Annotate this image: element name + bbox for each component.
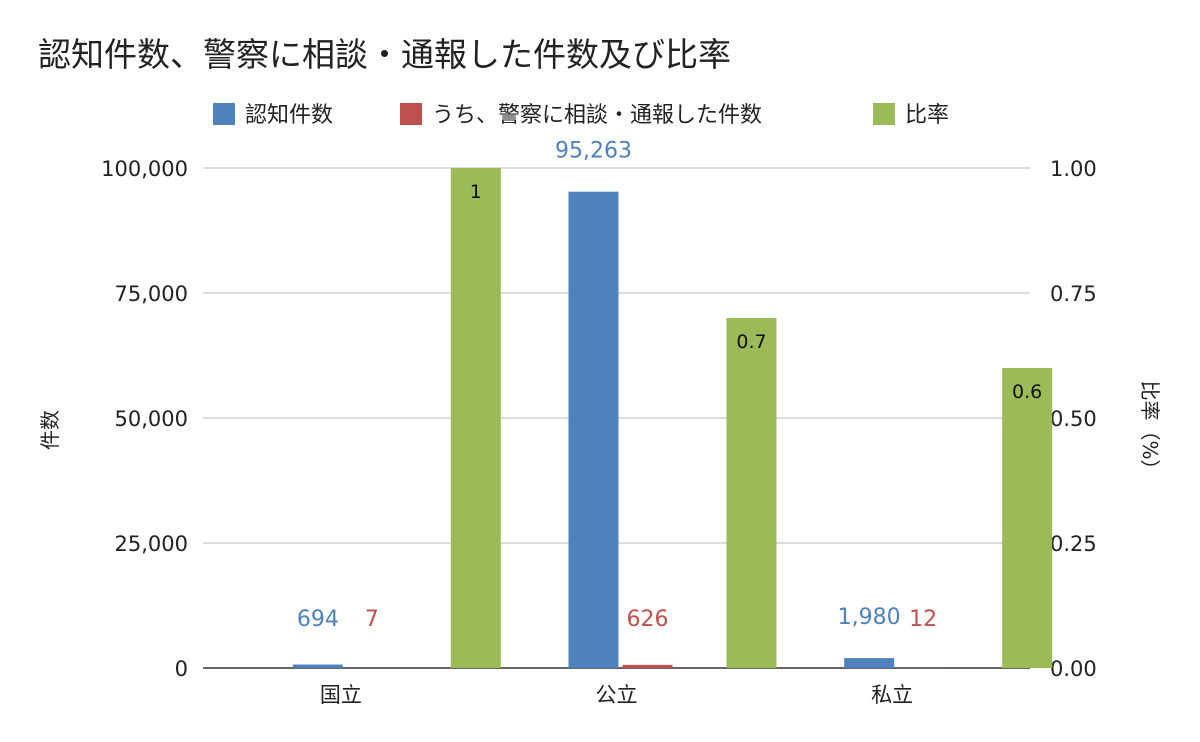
data-label: 1 bbox=[470, 181, 482, 203]
data-labels: 694 7 1 95,263 626 0.7 1,980 12 0.6 bbox=[297, 139, 1042, 632]
y-axis-right: 0.00 0.25 0.50 0.75 1.00 bbox=[1050, 157, 1097, 681]
bar-ratio bbox=[1002, 368, 1053, 668]
x-tick-label: 公立 bbox=[596, 683, 638, 707]
data-label: 95,263 bbox=[555, 139, 632, 164]
data-label: 0.7 bbox=[736, 331, 766, 353]
y-axis-title: 件数 bbox=[38, 410, 62, 450]
bar-police bbox=[622, 664, 673, 668]
legend-swatch bbox=[213, 103, 235, 125]
legend-label: うち、警察に相談・通報した件数 bbox=[432, 103, 762, 128]
bar-ratio bbox=[450, 168, 501, 668]
y-tick-label: 0 bbox=[175, 657, 188, 681]
y-tick-label: 75,000 bbox=[115, 282, 188, 306]
y2-tick-label: 0.00 bbox=[1050, 657, 1097, 681]
x-axis: 国立 公立 私立 bbox=[320, 683, 913, 707]
y-tick-label: 50,000 bbox=[115, 407, 188, 431]
y2-tick-label: 0.25 bbox=[1050, 532, 1097, 556]
data-label: 12 bbox=[909, 607, 937, 632]
data-label: 7 bbox=[365, 607, 379, 632]
x-tick-label: 国立 bbox=[320, 683, 362, 707]
legend-swatch bbox=[873, 103, 895, 125]
y-tick-label: 100,000 bbox=[101, 157, 188, 181]
legend-swatch bbox=[400, 103, 422, 125]
chart-title: 認知件数、警察に相談・通報した件数及び比率 bbox=[38, 35, 731, 74]
data-label: 694 bbox=[297, 607, 339, 632]
y-axis-left: 0 25,000 50,000 75,000 100,000 bbox=[101, 157, 188, 681]
y2-tick-label: 1.00 bbox=[1050, 157, 1097, 181]
legend-label: 認知件数 bbox=[245, 103, 333, 128]
y-tick-label: 25,000 bbox=[115, 532, 188, 556]
y2-tick-label: 0.50 bbox=[1050, 407, 1097, 431]
bar-recognized bbox=[292, 664, 343, 668]
bar-recognized bbox=[568, 191, 619, 668]
bars bbox=[292, 168, 1053, 668]
legend: 認知件数 うち、警察に相談・通報した件数 比率 bbox=[213, 103, 949, 128]
x-tick-label: 私立 bbox=[871, 683, 913, 707]
bar-ratio bbox=[726, 318, 777, 668]
data-label: 0.6 bbox=[1012, 381, 1042, 403]
y2-tick-label: 0.75 bbox=[1050, 282, 1097, 306]
legend-label: 比率 bbox=[905, 103, 949, 128]
data-label: 1,980 bbox=[838, 605, 901, 630]
bar-recognized bbox=[844, 658, 895, 668]
data-label: 626 bbox=[627, 607, 669, 632]
y2-axis-title: 比率（%） bbox=[1138, 380, 1162, 479]
